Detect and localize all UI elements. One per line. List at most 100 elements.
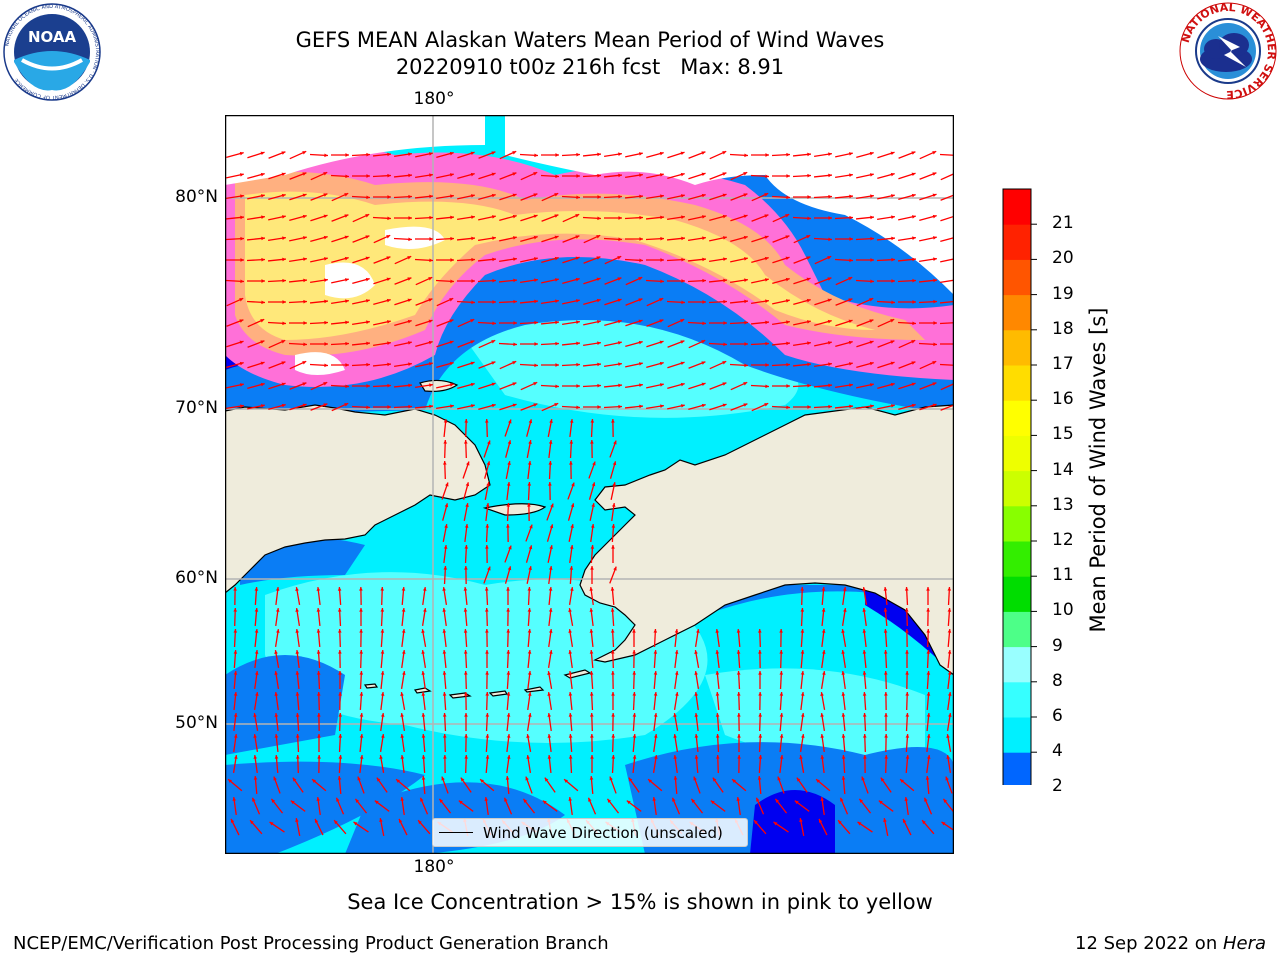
direction-arrow-head — [694, 755, 699, 759]
direction-arrow-head — [611, 671, 615, 675]
direction-arrow-head — [820, 692, 824, 696]
direction-arrow-head — [443, 440, 448, 444]
direction-arrow-head — [680, 382, 685, 387]
longitude-label-bottom: 180° — [413, 857, 455, 877]
direction-arrow-head — [863, 755, 867, 759]
direction-arrow-head — [653, 650, 658, 654]
colorbar-segment — [1003, 752, 1031, 785]
colorbar-segment — [1003, 611, 1031, 648]
colorbar-tick-label: 6 — [1052, 706, 1063, 726]
colorbar-tick-label: 11 — [1052, 565, 1074, 586]
direction-arrow-head — [260, 319, 265, 323]
footer-date: 12 Sep 2022 on Hera — [1075, 933, 1266, 954]
direction-arrow-head — [506, 692, 511, 696]
direction-arrow-head — [312, 779, 317, 783]
direction-arrow-head — [849, 215, 853, 220]
direction-arrow-head — [527, 671, 532, 675]
direction-arrow-head — [444, 503, 449, 508]
direction-arrow-head — [660, 236, 664, 241]
direction-arrow-head — [758, 755, 763, 759]
direction-arrow-head — [828, 216, 832, 220]
direction-arrow-head — [848, 362, 853, 366]
direction-arrow-head — [523, 798, 528, 803]
direction-arrow-head — [491, 215, 496, 219]
colorbar-tick-label: 14 — [1052, 459, 1074, 480]
direction-arrow-head — [512, 361, 517, 365]
direction-arrow — [940, 279, 954, 284]
direction-arrow-head — [806, 235, 811, 239]
direction-arrow-head — [701, 172, 706, 177]
direction-arrow-head — [841, 734, 846, 738]
direction-arrow-head — [569, 419, 574, 423]
direction-arrow-head — [261, 236, 265, 241]
direction-arrow-head — [295, 692, 300, 696]
direction-arrow-head — [610, 650, 615, 654]
direction-arrow-head — [660, 279, 664, 284]
direction-arrow-head — [900, 779, 905, 783]
direction-arrow-head — [933, 257, 937, 261]
direction-arrow-head — [785, 256, 790, 261]
direction-arrow-head — [891, 215, 895, 219]
direction-arrow-head — [233, 692, 238, 696]
direction-arrow-head — [680, 340, 685, 344]
direction-arrow-head — [779, 755, 784, 759]
direction-arrow-head — [554, 193, 559, 197]
direction-arrow-head — [429, 173, 433, 177]
direction-arrow-head — [254, 671, 259, 675]
direction-arrow-head — [484, 419, 489, 423]
direction-arrow-head — [632, 692, 637, 696]
direction-arrow-head — [471, 279, 475, 283]
direction-arrow-head — [870, 236, 874, 241]
direction-arrow-head — [568, 797, 573, 801]
direction-arrow-head — [870, 194, 874, 198]
direction-arrow-head — [827, 319, 832, 324]
direction-arrow-head — [632, 671, 637, 675]
direction-arrow-head — [694, 734, 699, 738]
direction-arrow-head — [533, 172, 538, 176]
direction-arrow-head — [386, 320, 391, 324]
direction-arrow-head — [408, 362, 412, 366]
direction-arrow-head — [576, 362, 580, 367]
direction-arrow-head — [485, 671, 489, 675]
direction-arrow-head — [295, 734, 300, 738]
direction-arrow-head — [807, 362, 811, 367]
latitude-label-50: 50°N — [175, 713, 218, 733]
direction-arrow-head — [345, 174, 349, 179]
direction-arrow-head — [295, 713, 300, 717]
direction-arrow-head — [357, 776, 361, 781]
direction-arrow-head — [905, 650, 909, 654]
direction-arrow-head — [924, 797, 928, 802]
direction-arrow-head — [589, 608, 594, 612]
direction-arrow-head — [271, 798, 276, 803]
direction-arrow-head — [694, 650, 698, 654]
direction-arrow-head — [418, 820, 422, 825]
direction-arrow-head — [492, 278, 496, 283]
direction-arrow-head — [785, 277, 790, 282]
direction-arrow-head — [260, 340, 265, 344]
direction-arrow-head — [736, 797, 741, 801]
direction-arrow-head — [862, 650, 867, 654]
direction-arrow-head — [533, 257, 538, 261]
direction-arrow-head — [737, 713, 741, 717]
direction-arrow-head — [528, 713, 532, 717]
direction-arrow-head — [911, 193, 916, 198]
direction-arrow-head — [402, 671, 406, 675]
direction-arrow-head — [869, 151, 874, 156]
direction-arrow-head — [890, 340, 895, 344]
direction-arrow-head — [926, 692, 931, 696]
direction-arrow-head — [610, 608, 615, 612]
direction-arrow-head — [549, 419, 553, 424]
colorbar-swatches — [1002, 188, 1037, 785]
direction-arrow-head — [736, 650, 741, 654]
direction-arrow-head — [234, 755, 238, 759]
direction-arrow-head — [233, 608, 238, 612]
direction-arrow-head — [694, 671, 698, 675]
direction-arrow-head — [366, 152, 370, 157]
direction-arrow-head — [933, 321, 937, 325]
direction-arrow-head — [359, 608, 363, 612]
map-canvas — [225, 115, 954, 854]
direction-arrow-head — [568, 629, 572, 633]
direction-arrow-head — [421, 734, 426, 738]
direction-arrow-head — [527, 482, 532, 486]
direction-arrow-head — [555, 341, 559, 346]
